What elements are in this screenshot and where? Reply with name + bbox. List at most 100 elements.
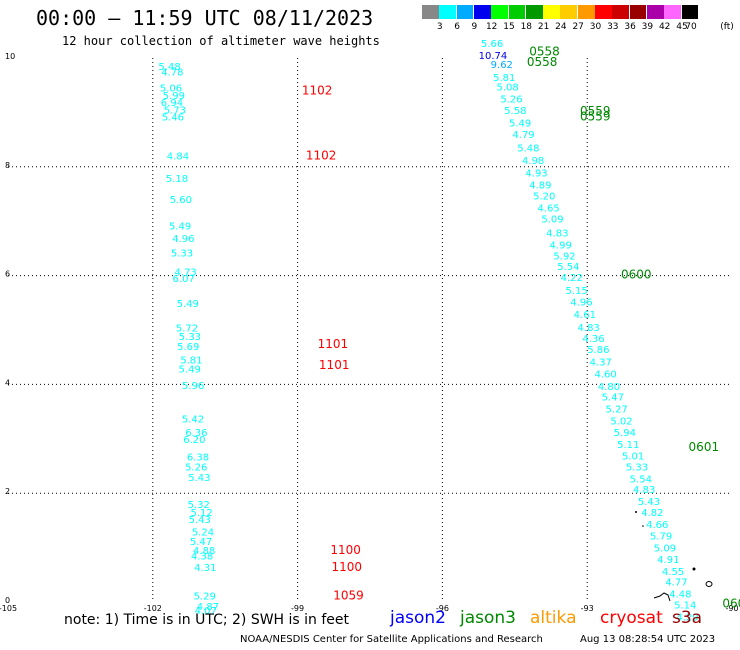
coastline — [635, 511, 713, 602]
lon-tick-label: -105 — [0, 604, 17, 613]
credit-line: NOAA/NESDIS Center for Satellite Applica… — [240, 634, 543, 645]
legend-swatch — [681, 5, 699, 19]
wave-height-tracks: 5.484.785.065.996.945.735.464.845.185.60… — [158, 39, 740, 623]
chart-subtitle: 12 hour collection of altimeter wave hei… — [62, 34, 380, 48]
footnote: note: 1) Time is in UTC; 2) SWH is in fe… — [64, 612, 350, 628]
legend-label: 27 — [572, 22, 584, 32]
wave-height-label: 5.79 — [650, 531, 672, 542]
legend-swatch — [543, 5, 560, 19]
wave-height-label: 4.36 — [582, 334, 604, 345]
wave-height-label: 4.82 — [641, 508, 663, 519]
satellite-name: cryosat — [600, 608, 663, 628]
wave-height-label: 5.81 — [180, 356, 202, 367]
legend-swatch — [629, 5, 647, 19]
lat-tick-label: 4 — [5, 378, 10, 387]
wave-height-label: 5.29 — [194, 591, 216, 602]
pass-time-label: 0601 — [689, 440, 720, 454]
legend-label: 36 — [624, 22, 636, 32]
wave-height-label: 6.20 — [183, 435, 205, 446]
wave-height-label: 5.14 — [674, 601, 696, 612]
wave-height-label: 4.84 — [167, 152, 189, 163]
wave-height-label: 6.38 — [187, 453, 209, 464]
wave-height-label: 6.94 — [161, 98, 183, 109]
pass-time-label: 0559 — [580, 104, 611, 118]
legend-label: 33 — [607, 22, 619, 32]
legend-swatch — [525, 5, 543, 19]
wave-height-label: 4.29 — [676, 612, 698, 623]
wave-height-label: 5.86 — [587, 345, 609, 356]
wave-height-label: 5.02 — [610, 417, 632, 428]
island-dot-2 — [642, 525, 644, 527]
wave-height-label: 10.74 — [479, 51, 508, 62]
wave-height-label: 4.60 — [594, 369, 616, 380]
satellite-name: jason2 — [390, 608, 446, 628]
wave-height-label: 5.99 — [163, 91, 185, 102]
wave-height-label: 4.07 — [195, 606, 217, 617]
wave-height-label: 4.96 — [570, 298, 592, 309]
wave-height-label: 5.54 — [557, 262, 579, 273]
wave-height-label: 4.37 — [590, 357, 612, 368]
wave-height-label: 5.49 — [177, 299, 199, 310]
legend-swatch — [439, 5, 457, 19]
legend-swatch — [456, 5, 474, 19]
pass-time-label: 0558 — [527, 55, 558, 69]
legend-unit: (ft) — [720, 22, 734, 32]
legend-label: 12 — [485, 22, 498, 32]
wave-height-label: 5.46 — [162, 113, 184, 124]
wave-height-label: 4.83 — [633, 485, 655, 496]
wave-height-label: 5.48 — [158, 62, 180, 73]
wave-height-label: 5.58 — [504, 106, 526, 117]
wave-height-label: 5.26 — [500, 95, 522, 106]
legend-label: 39 — [641, 22, 654, 32]
island-dot-1 — [635, 511, 637, 513]
wave-height-label: 5.43 — [188, 473, 210, 484]
wave-height-label: 4.80 — [598, 382, 620, 393]
legend-swatch — [664, 5, 682, 19]
legend-label: 15 — [503, 22, 515, 32]
wave-height-label: 5.06 — [160, 84, 182, 95]
wave-height-label: 5.01 — [622, 451, 644, 462]
wave-height-label: 4.61 — [574, 310, 596, 321]
pass-time-label: 0559 — [580, 110, 611, 124]
wave-height-label: 5.96 — [182, 381, 204, 392]
wave-height-label: 5.47 — [602, 393, 624, 404]
wave-height-label: 5.49 — [509, 119, 531, 130]
legend-label: 18 — [520, 22, 533, 32]
legend-label: 9 — [471, 22, 478, 32]
wave-height-label: 4.66 — [646, 520, 668, 531]
wave-height-label: 5.33 — [626, 462, 648, 473]
wave-height-label: 5.43 — [638, 497, 660, 508]
wave-height-label: 4.78 — [161, 67, 183, 78]
legend-swatch — [577, 5, 595, 19]
galapagos-island — [653, 592, 671, 602]
map-grid — [8, 58, 732, 602]
legend-swatch — [508, 5, 526, 19]
wave-height-label: 4.38 — [191, 552, 213, 563]
pass-time-label: 1101 — [319, 358, 350, 372]
lon-tick-label: -90 — [725, 604, 738, 613]
lat-tick-label: 2 — [5, 487, 10, 496]
wave-height-label: 4.96 — [172, 234, 194, 245]
legend-swatch — [422, 5, 439, 19]
lat-tick-label: 0 — [5, 596, 10, 605]
pass-time-label: 1101 — [318, 337, 349, 351]
satellite-name: altika — [530, 608, 577, 628]
wave-height-label: 5.48 — [517, 144, 539, 155]
wave-height-label: 5.32 — [188, 500, 210, 511]
legend-swatch — [595, 5, 612, 19]
wave-height-label: 5.60 — [170, 195, 192, 206]
wave-height-label: 9.62 — [491, 60, 513, 71]
wave-height-label: 5.09 — [654, 543, 676, 554]
wave-height-label: 4.31 — [194, 563, 216, 574]
satellite-name: jason3 — [460, 608, 516, 628]
wave-height-label: 5.49 — [179, 364, 201, 375]
pass-time-label: 1102 — [302, 83, 333, 97]
lon-tick-label: -99 — [291, 604, 304, 613]
pass-time-label: 1100 — [331, 560, 362, 574]
wave-height-label: 5.94 — [614, 428, 636, 439]
legend-label: 24 — [555, 22, 567, 32]
axis-labels: -105 -102 -99 -96 -93 -90 0 2 4 6 8 10 — [0, 52, 739, 613]
wave-height-label: 4.91 — [657, 555, 679, 566]
wave-height-label: 4.99 — [550, 240, 572, 251]
wave-height-label: 5.72 — [176, 324, 198, 335]
